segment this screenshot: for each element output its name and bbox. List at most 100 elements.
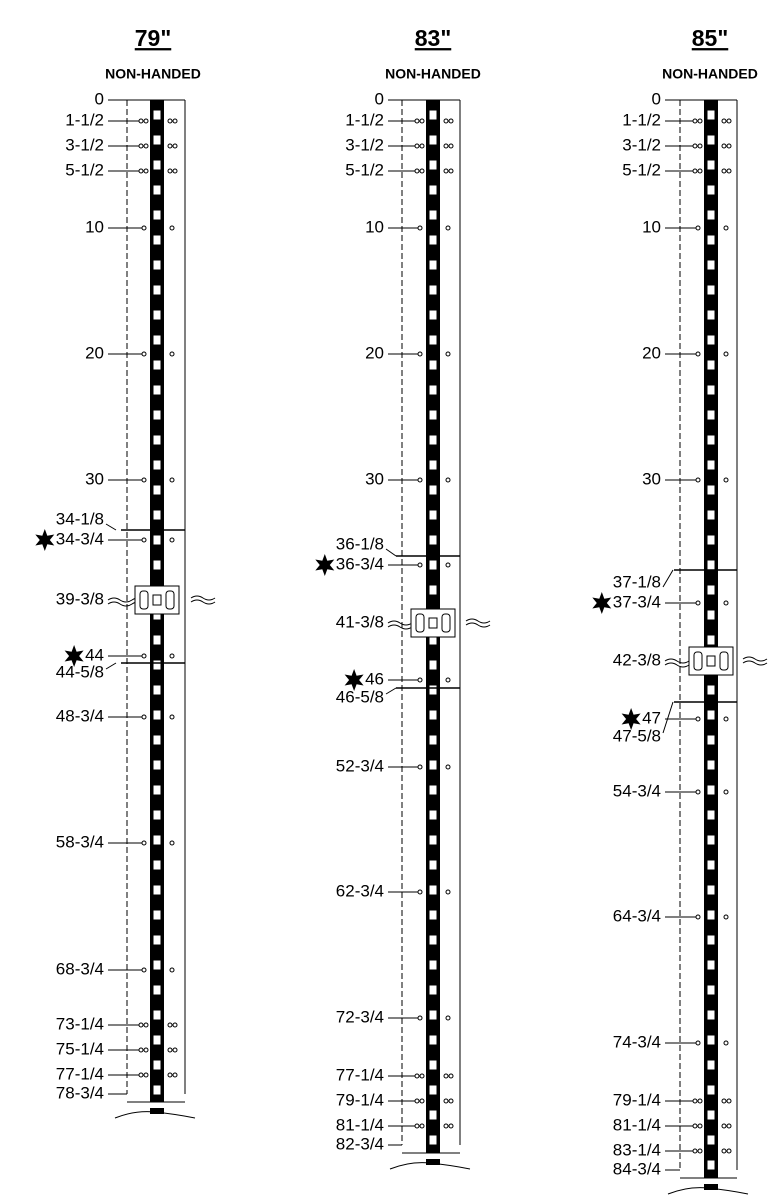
screw-hole bbox=[419, 118, 425, 124]
screw-hole bbox=[141, 967, 147, 973]
dimension-label: 20 bbox=[365, 343, 384, 362]
screw-hole bbox=[695, 351, 701, 357]
screw-hole bbox=[695, 477, 701, 483]
dimension-label: 10 bbox=[85, 217, 104, 236]
knuckle bbox=[428, 859, 438, 871]
star-icon bbox=[344, 669, 364, 691]
knuckle bbox=[152, 234, 162, 246]
screw-hole bbox=[172, 168, 178, 174]
screw-hole bbox=[414, 118, 420, 124]
screw-hole bbox=[723, 789, 729, 795]
dimension-label: 1-1/2 bbox=[65, 110, 104, 129]
screw-hole bbox=[417, 677, 423, 683]
dimension-label: 81-1/4 bbox=[336, 1115, 384, 1134]
knuckle bbox=[706, 234, 716, 246]
screw-hole bbox=[417, 764, 423, 770]
screw-hole bbox=[143, 168, 149, 174]
dimension-label: 37-1/8 bbox=[613, 572, 661, 591]
knuckle bbox=[152, 659, 162, 671]
knuckle bbox=[152, 984, 162, 996]
dimension-label: 44-5/8 bbox=[56, 662, 104, 681]
screw-hole bbox=[138, 1072, 144, 1078]
dimension-label: 81-1/4 bbox=[613, 1115, 661, 1134]
knuckle bbox=[706, 1084, 716, 1096]
knuckle bbox=[428, 234, 438, 246]
screw-hole bbox=[448, 168, 454, 174]
screw-hole bbox=[695, 600, 701, 606]
knuckle bbox=[428, 259, 438, 271]
knuckle bbox=[152, 259, 162, 271]
knuckle bbox=[706, 709, 716, 721]
dimension-label: 42-3/8 bbox=[613, 650, 661, 669]
dimension-label: 5-1/2 bbox=[345, 160, 384, 179]
dimension-label: 44 bbox=[85, 645, 104, 664]
knuckle bbox=[706, 309, 716, 321]
dimension-label: 47-5/8 bbox=[613, 726, 661, 745]
screw-hole bbox=[414, 1073, 420, 1079]
dimension-label: 83-1/4 bbox=[613, 1140, 661, 1159]
dimension-label: 48-3/4 bbox=[56, 706, 104, 725]
screw-hole bbox=[138, 143, 144, 149]
knuckle bbox=[428, 984, 438, 996]
knuckle bbox=[428, 134, 438, 146]
leader bbox=[385, 687, 397, 695]
screw-hole bbox=[726, 1098, 732, 1104]
lock-body bbox=[139, 590, 149, 610]
screw-hole bbox=[726, 118, 732, 124]
knuckle bbox=[428, 1034, 438, 1046]
column-subtitle: NON-HANDED bbox=[662, 66, 758, 82]
screw-hole bbox=[138, 118, 144, 124]
knuckle bbox=[428, 1109, 438, 1121]
dimension-label: 20 bbox=[85, 343, 104, 362]
screw-hole bbox=[445, 225, 451, 231]
knuckle bbox=[706, 1034, 716, 1046]
knuckle bbox=[152, 734, 162, 746]
knuckle bbox=[152, 859, 162, 871]
screw-hole bbox=[692, 118, 698, 124]
knuckle bbox=[152, 1084, 162, 1096]
knuckle bbox=[428, 934, 438, 946]
dimension-label: 46 bbox=[365, 669, 384, 688]
knuckle bbox=[706, 459, 716, 471]
knuckle bbox=[706, 184, 716, 196]
screw-hole bbox=[726, 168, 732, 174]
column-subtitle: NON-HANDED bbox=[105, 66, 201, 82]
knuckle bbox=[706, 655, 716, 667]
star-icon bbox=[621, 708, 641, 730]
screw-hole bbox=[697, 168, 703, 174]
screw-hole bbox=[172, 1047, 178, 1053]
screw-hole bbox=[721, 118, 727, 124]
dimension-label: 54-3/4 bbox=[613, 781, 661, 800]
screw-hole bbox=[445, 889, 451, 895]
knuckle bbox=[706, 584, 716, 596]
dimension-label: 79-1/4 bbox=[613, 1090, 661, 1109]
dimension-label: 0 bbox=[375, 89, 384, 108]
screw-hole bbox=[443, 1073, 449, 1079]
knuckle bbox=[706, 1109, 716, 1121]
knuckle bbox=[428, 1059, 438, 1071]
screw-hole bbox=[697, 1098, 703, 1104]
dimension-label: 47 bbox=[642, 708, 661, 727]
screw-hole bbox=[697, 1123, 703, 1129]
screw-hole bbox=[697, 118, 703, 124]
knuckle bbox=[428, 584, 438, 596]
knuckle bbox=[706, 1134, 716, 1146]
screw-hole bbox=[169, 714, 175, 720]
knuckle bbox=[152, 484, 162, 496]
knuckle bbox=[706, 984, 716, 996]
leader bbox=[105, 662, 117, 670]
dimension-label: 5-1/2 bbox=[65, 160, 104, 179]
lock-body bbox=[165, 590, 175, 610]
knuckle bbox=[152, 1009, 162, 1021]
dimension-label: 77-1/4 bbox=[56, 1064, 104, 1083]
dimension-label: 79-1/4 bbox=[336, 1090, 384, 1109]
knuckle bbox=[706, 909, 716, 921]
screw-hole bbox=[692, 1123, 698, 1129]
knuckle bbox=[706, 834, 716, 846]
dimension-label: 84-3/4 bbox=[613, 1159, 661, 1178]
screw-hole bbox=[723, 351, 729, 357]
screw-hole bbox=[445, 764, 451, 770]
dimension-label: 82-3/4 bbox=[336, 1134, 384, 1153]
dimension-label: 37-3/4 bbox=[613, 592, 661, 611]
